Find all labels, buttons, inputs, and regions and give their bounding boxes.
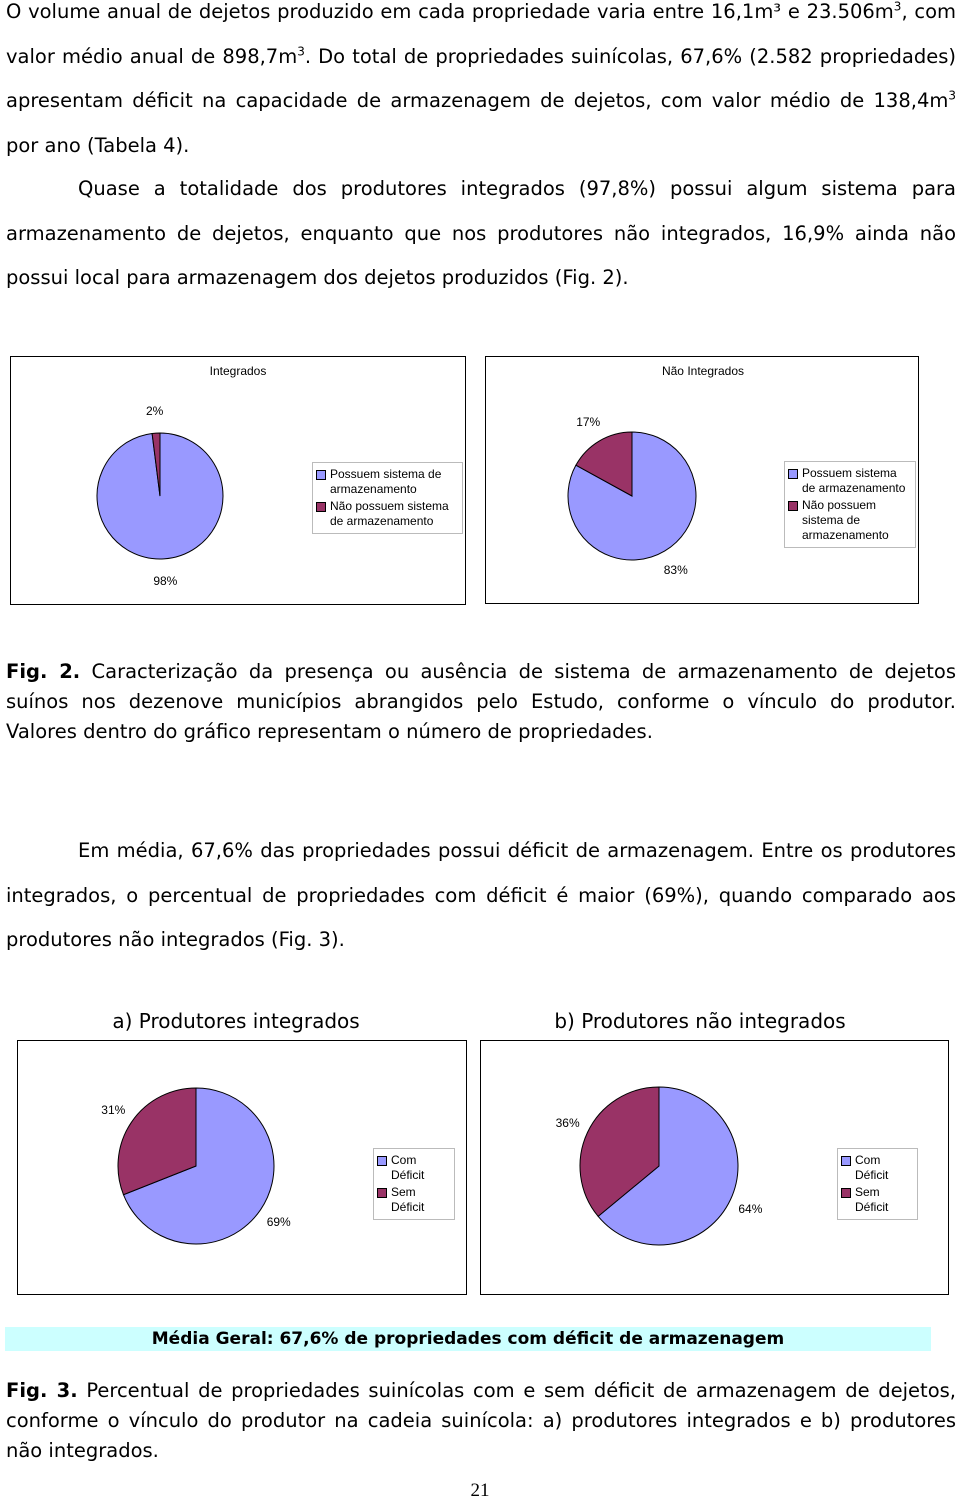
caption-label: Fig. 3. <box>6 1379 78 1402</box>
pie-slice <box>122 1087 275 1245</box>
legend-label: Possuem sistema de armazenamento <box>330 467 442 496</box>
caption-label: Fig. 2. <box>6 660 81 683</box>
legend: Com Déficit Sem Déficit <box>837 1148 918 1220</box>
legend-swatch <box>841 1188 851 1198</box>
data-label: 64% <box>738 1202 763 1216</box>
legend-entry: Não possuem sistema de armazenamento <box>316 499 459 529</box>
chart-frame <box>10 356 466 605</box>
legend-swatch <box>316 502 326 512</box>
legend-swatch <box>788 501 798 511</box>
paragraph: Quase a totalidade dos produtores integr… <box>6 177 956 289</box>
legend-entry: Possuem sistema de armazenamento <box>316 467 459 497</box>
chart-frame <box>480 1040 949 1295</box>
pie-slice <box>579 1086 660 1218</box>
pie-slice <box>567 431 697 561</box>
legend-label: Sem Déficit <box>855 1185 889 1214</box>
paragraph: O volume anual de dejetos produzido em c… <box>6 0 956 168</box>
caption-text: Percentual de propriedades suinícolas co… <box>6 1379 956 1462</box>
superscript: 3 <box>893 0 902 14</box>
legend-entry: Não possuem sistema de armazenamento <box>788 498 912 543</box>
chart-title: a) Produtores integrados <box>112 1009 360 1033</box>
superscript: 3 <box>948 88 956 103</box>
legend: Com Déficit Sem Déficit <box>373 1148 455 1220</box>
legend: Possuem sistema de armazenamento Não poss… <box>312 462 463 534</box>
pie-slice <box>117 1087 197 1196</box>
legend-label: Com Déficit <box>855 1153 889 1182</box>
legend-swatch <box>316 470 326 480</box>
data-label: 69% <box>266 1215 291 1230</box>
text: , com valor médio anual de 898,7m <box>6 0 957 68</box>
legend-swatch <box>377 1188 387 1198</box>
pie-slice <box>575 431 633 497</box>
legend-entry: Sem Déficit <box>377 1185 451 1215</box>
legend-entry: Com Déficit <box>377 1153 451 1183</box>
legend-entry: Sem Déficit <box>841 1185 914 1215</box>
chart-title: Não Integrados <box>661 364 745 378</box>
chart-frame <box>17 1040 467 1295</box>
chart-title: Integrados <box>209 364 267 378</box>
text: por ano (Tabela 4). <box>6 133 190 157</box>
legend-label: Não possuem sistema de armazenamento <box>330 499 449 528</box>
caption: Fig. 2. Caracterização da presença ou au… <box>6 657 956 747</box>
legend-swatch <box>788 469 798 479</box>
text: O volume anual de dejetos produzido em c… <box>6 0 894 23</box>
pie-slice <box>151 432 161 497</box>
data-label: 31% <box>101 1102 126 1117</box>
data-label: 36% <box>555 1115 580 1130</box>
paragraph: Em média, 67,6% das propriedades possui … <box>6 839 956 951</box>
legend-entry: Possuem sistema de armazenamento <box>788 466 912 496</box>
legend: Possuem sistema de armazenamento Não poss… <box>784 461 916 548</box>
page-number: 21 <box>470 1480 490 1500</box>
caption: Fig. 3. Percentual de propriedades suiní… <box>6 1376 956 1466</box>
legend-label: Possuem sistema de armazenamento <box>802 466 906 495</box>
data-label: 98% <box>153 573 178 588</box>
text: . Do total de propriedades suinícolas, 6… <box>6 44 956 113</box>
legend-label: Não possuem sistema de armazenamento <box>802 498 889 542</box>
data-label: 17% <box>576 414 601 429</box>
caption-text: Caracterização da presença ou ausência d… <box>6 660 957 743</box>
banner: Média Geral: 67,6% de propriedades com d… <box>5 1327 931 1351</box>
chart-title: b) Produtores não integrados <box>554 1009 846 1033</box>
legend-label: Com Déficit <box>391 1153 425 1182</box>
legend-entry: Com Déficit <box>841 1153 914 1183</box>
legend-label: Sem Déficit <box>391 1185 425 1214</box>
superscript: 3 <box>297 44 305 58</box>
data-label: 2% <box>145 404 164 419</box>
legend-swatch <box>377 1156 387 1166</box>
data-label: 83% <box>663 563 688 578</box>
legend-swatch <box>841 1156 851 1166</box>
chart-frame <box>485 356 919 604</box>
pie-slice <box>597 1086 739 1246</box>
